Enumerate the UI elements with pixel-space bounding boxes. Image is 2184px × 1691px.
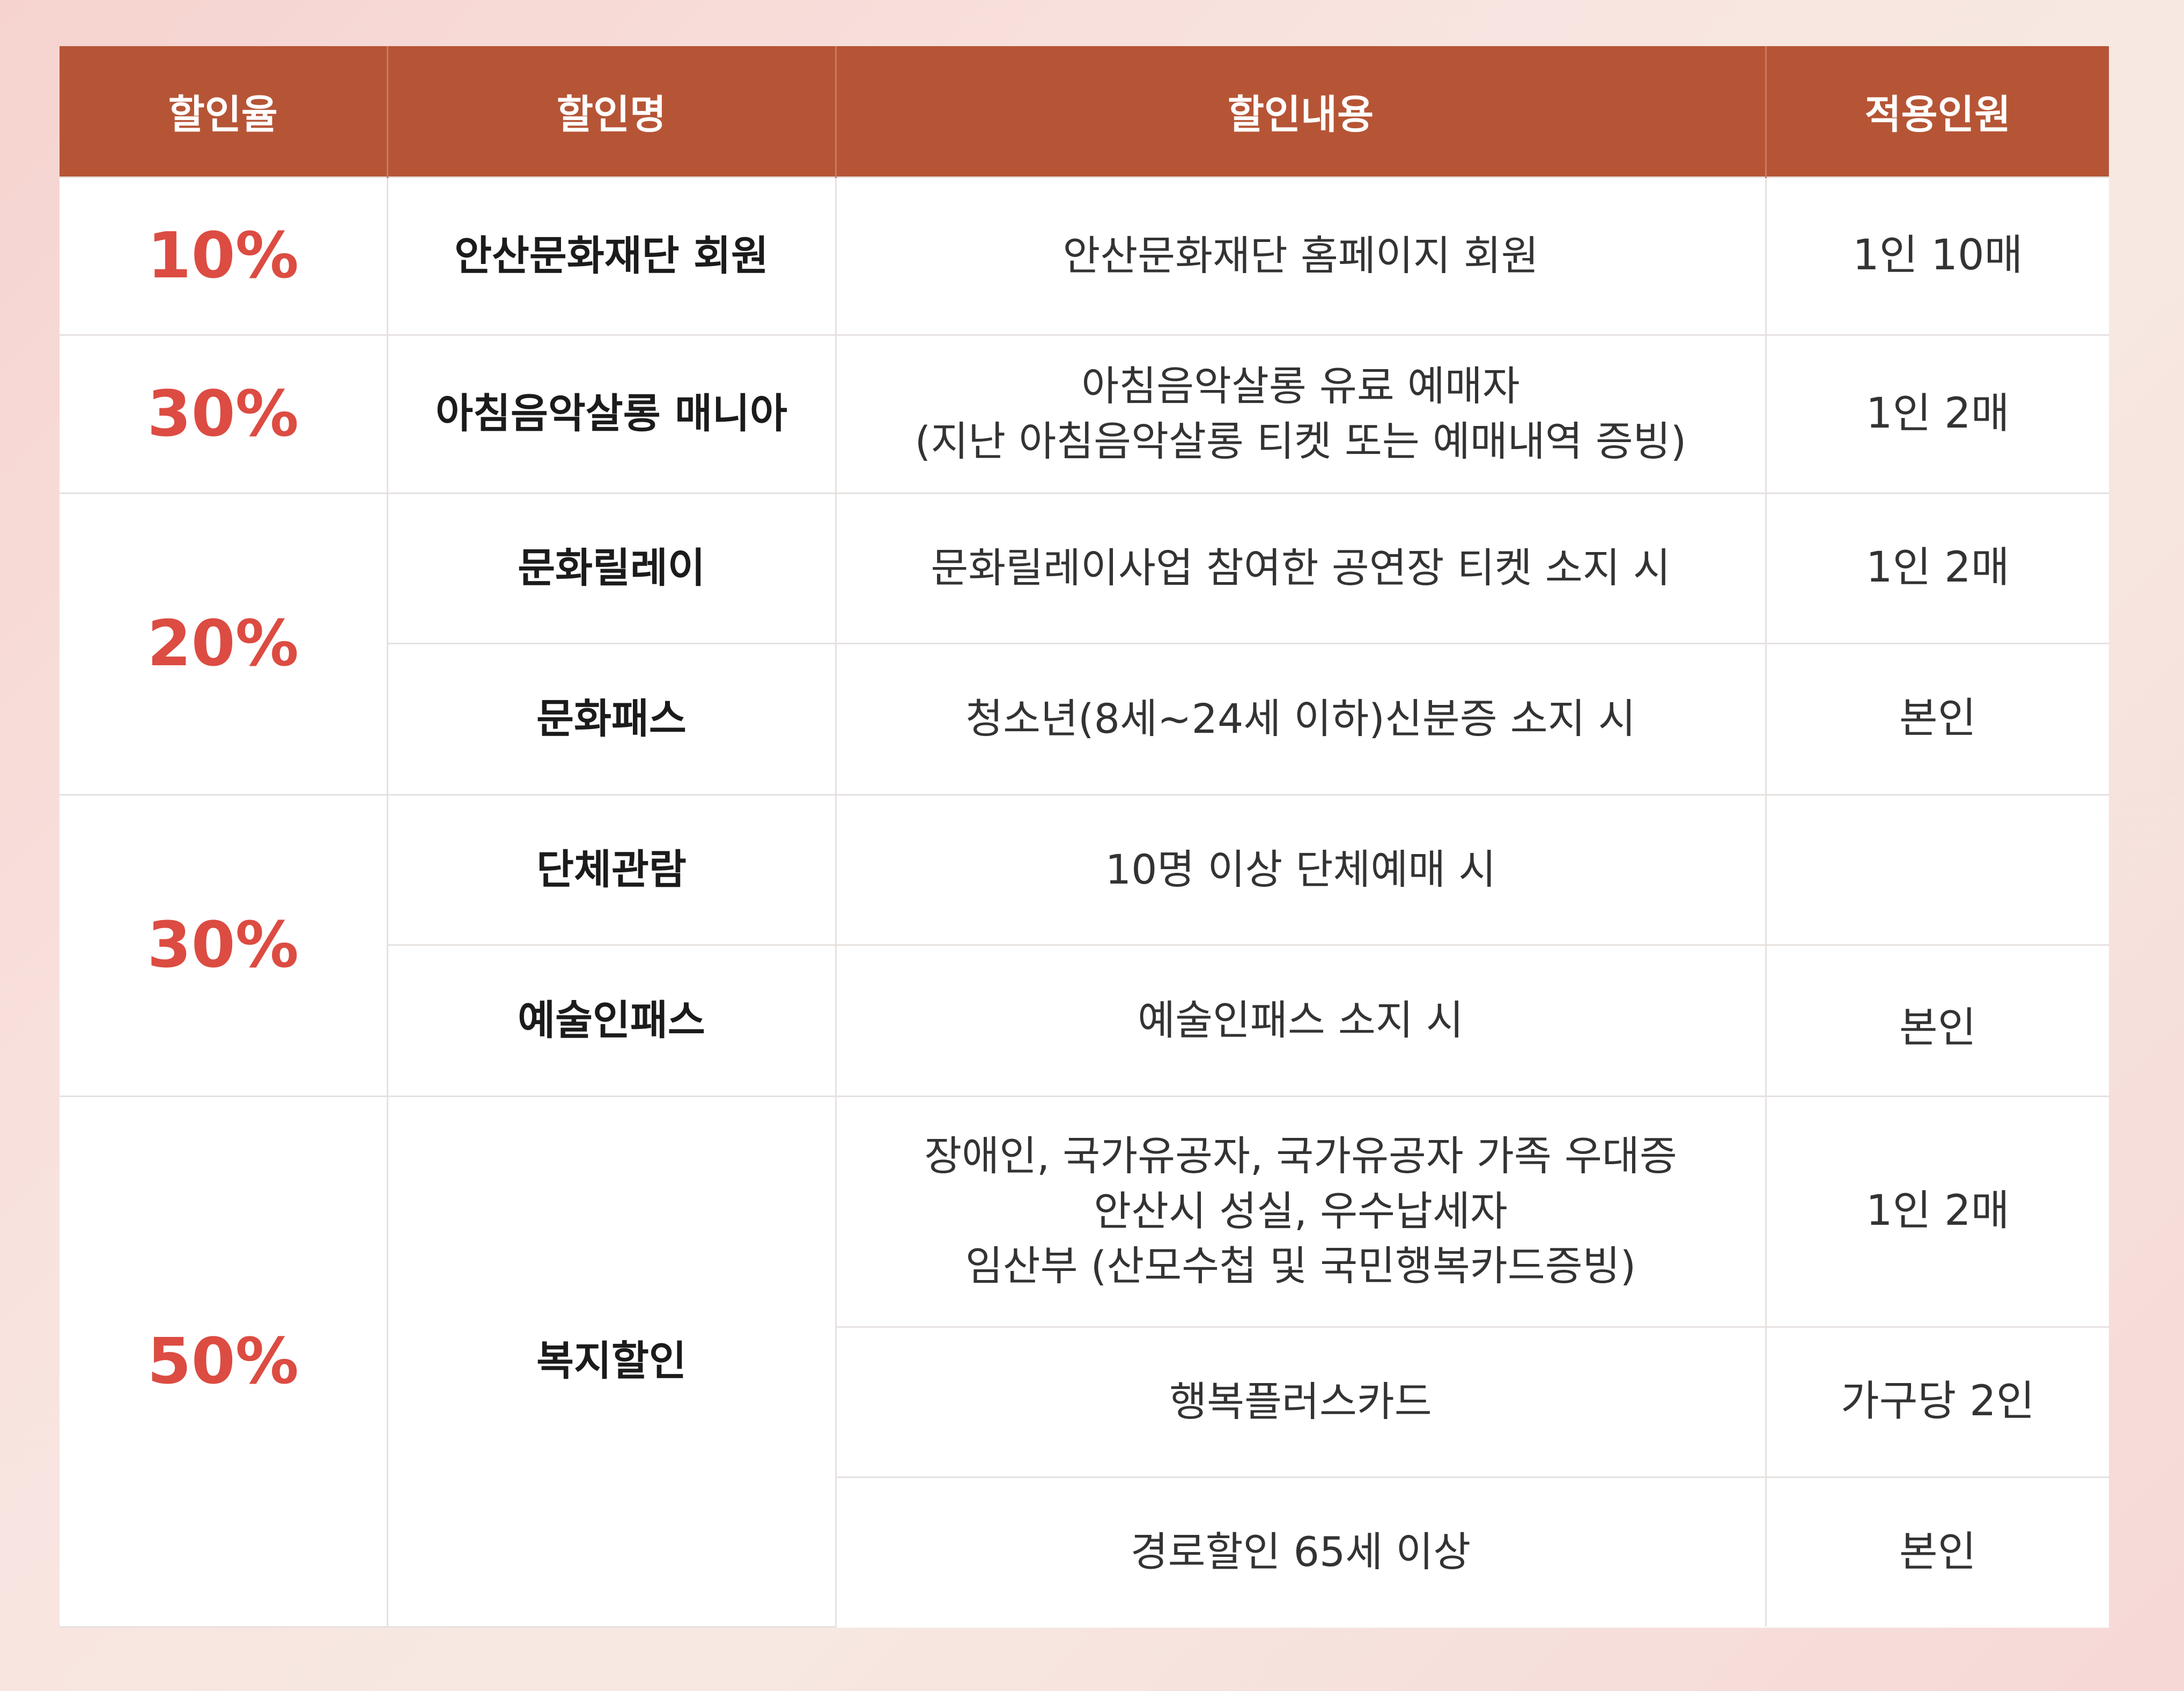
- applicable-people: 1인 2매: [1765, 492, 2109, 644]
- table-row: 행복플러스카드 가구당 2인: [60, 1326, 2109, 1478]
- discount-table: 할인율 할인명 할인내용 적용인원 10% 안산문화재단 회원 안산문화재단 홈…: [60, 46, 2109, 1628]
- discount-content: 안산문화재단 홈페이지 회원: [835, 176, 1767, 336]
- table-row: 30% 아침음악살롱 매니아 아침음악살롱 유료 예매자 (지난 아침음악살롱 …: [60, 334, 2109, 494]
- table-row: 20% 문화릴레이 문화릴레이사업 참여한 공연장 티켓 소지 시 1인 2매: [60, 492, 2109, 796]
- content-line: 경로할인 65세 이상: [1130, 1527, 1471, 1576]
- applicable-people: 가구당 2인: [1765, 1326, 2109, 1478]
- discount-content: 장애인, 국가유공자, 국가유공자 가족 우대증 안산시 성실, 우수납세자 임…: [835, 1095, 1767, 1328]
- discount-rate: 30%: [60, 334, 388, 494]
- applicable-people: 본인: [1765, 944, 2109, 1097]
- content-line: (지난 아침음악살롱 티켓 또는 예매내역 증빙): [914, 417, 1687, 465]
- discount-name: 아침음악살롱 매니아: [386, 334, 837, 494]
- discount-rate: 10%: [60, 176, 388, 336]
- header-row: 할인율 할인명 할인내용 적용인원: [60, 46, 2109, 177]
- discount-name: 복지할인: [386, 1095, 837, 1628]
- content-line: 10명 이상 단체예매 시: [1105, 845, 1496, 893]
- content-line: 행복플러스카드: [1169, 1377, 1432, 1425]
- table-row: 10% 안산문화재단 회원 안산문화재단 홈페이지 회원 1인 10매: [60, 176, 2109, 336]
- content-line: 안산문화재단 홈페이지 회원: [1063, 231, 1539, 280]
- content-line: 아침음악살롱 유료 예매자: [1081, 362, 1520, 410]
- discount-name: 안산문화재단 회원: [386, 176, 837, 336]
- discount-name: 단체관람: [386, 793, 837, 946]
- content-line: 안산시 성실, 우수납세자: [1094, 1187, 1508, 1235]
- content-line: 청소년(8세~24세 이하)신분증 소지 시: [965, 694, 1636, 742]
- table-row: 30% 단체관람 10명 이상 단체예매 시: [60, 793, 2109, 1097]
- content-line: 문화릴레이사업 참여한 공연장 티켓 소지 시: [931, 543, 1671, 592]
- discount-content: 문화릴레이사업 참여한 공연장 티켓 소지 시: [835, 492, 1767, 644]
- discount-content: 행복플러스카드: [836, 1326, 1767, 1478]
- discount-rate: 30%: [60, 793, 388, 1097]
- header-content: 할인내용: [836, 46, 1767, 177]
- table-header: 할인율 할인명 할인내용 적용인원: [60, 46, 2109, 177]
- content-line: 임산부 (산모수첩 및 국민행복카드증빙): [965, 1242, 1636, 1290]
- discount-rate: 20%: [60, 492, 388, 796]
- content-line: 예술인패스 소지 시: [1138, 996, 1464, 1044]
- table-body: 10% 안산문화재단 회원 안산문화재단 홈페이지 회원 1인 10매 30% …: [60, 176, 2109, 1628]
- applicable-people: [1765, 793, 2109, 946]
- discount-name: 문화패스: [387, 642, 837, 796]
- header-name: 할인명: [387, 46, 837, 177]
- discount-name: 문화릴레이: [386, 492, 837, 644]
- header-rate: 할인율: [60, 46, 388, 177]
- discount-name: 예술인패스: [387, 944, 837, 1097]
- discount-rate: 50%: [60, 1095, 388, 1628]
- applicable-people: 1인 2매: [1765, 334, 2109, 494]
- table-row: 문화패스 청소년(8세~24세 이하)신분증 소지 시 본인: [60, 642, 2109, 796]
- discount-content: 10명 이상 단체예매 시: [835, 793, 1767, 946]
- applicable-people: 1인 10매: [1765, 176, 2109, 336]
- table-row: 예술인패스 예술인패스 소지 시 본인: [60, 944, 2109, 1097]
- discount-content: 청소년(8세~24세 이하)신분증 소지 시: [835, 642, 1767, 796]
- table-row: 50% 복지할인 장애인, 국가유공자, 국가유공자 가족 우대증 안산시 성실…: [60, 1095, 2109, 1628]
- discount-content: 아침음악살롱 유료 예매자 (지난 아침음악살롱 티켓 또는 예매내역 증빙): [835, 334, 1767, 494]
- applicable-people: 본인: [1765, 642, 2109, 796]
- table-row: 경로할인 65세 이상 본인: [60, 1476, 2109, 1627]
- applicable-people: 1인 2매: [1765, 1095, 2109, 1328]
- discount-content: 예술인패스 소지 시: [835, 944, 1767, 1097]
- discount-content: 경로할인 65세 이상: [836, 1476, 1767, 1627]
- applicable-people: 본인: [1765, 1476, 2109, 1627]
- header-people: 적용인원: [1766, 46, 2109, 177]
- content-line: 장애인, 국가유공자, 국가유공자 가족 우대증: [924, 1132, 1677, 1180]
